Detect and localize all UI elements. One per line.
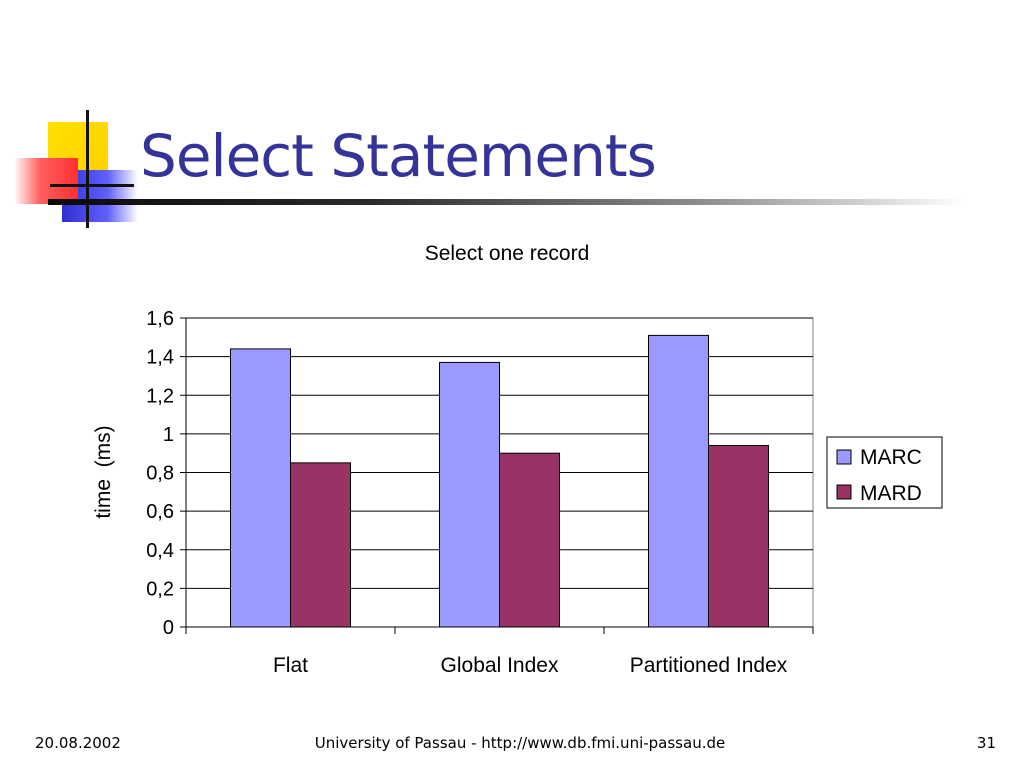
y-tick-label: 0,6 (146, 501, 174, 523)
bar-mard (708, 444, 769, 628)
footer-date: 20.08.2002 (35, 734, 121, 752)
logo-red-square (14, 158, 78, 204)
y-tick-labels: 0 0,2 0,4 0,6 0,8 1 1,2 1,4 1,6 (146, 308, 174, 639)
y-tick-label: 0,4 (146, 540, 174, 562)
slide-logo (0, 0, 140, 240)
footer-center-text: University of Passau - http://www.db.fmi… (314, 734, 726, 752)
y-tick-label: 0,8 (146, 463, 174, 485)
y-axis-label: time (ms) (92, 425, 115, 518)
x-tick-label: Flat (273, 654, 308, 677)
logo-horizontal-line (50, 184, 134, 187)
x-tick-labels: Flat Global Index Partitioned Index (273, 654, 788, 677)
legend-label-marc: MARC (860, 446, 922, 469)
bars (230, 334, 769, 628)
logo-vertical-line (86, 110, 89, 228)
legend-label-mard: MARD (860, 482, 922, 505)
legend-swatch-mard (836, 484, 852, 500)
y-tick-label: 0 (163, 617, 174, 639)
x-tick-label: Partitioned Index (630, 654, 788, 677)
y-tick-label: 0,2 (146, 578, 174, 600)
axes (180, 317, 814, 634)
bar-marc (230, 348, 291, 628)
legend: MARC MARD (826, 436, 943, 509)
bar-marc (648, 334, 709, 628)
footer-page-number: 31 (976, 734, 996, 752)
x-tick-label: Global Index (441, 654, 559, 677)
page-title: Select Statements (140, 122, 657, 190)
bar-chart: Select one record time (ms) 0 0,2 0,4 0,6 0,… (92, 242, 943, 677)
chart-title: Select one record (425, 242, 590, 265)
bar-marc (439, 361, 500, 628)
bar-mard (499, 452, 560, 628)
bar-mard (290, 462, 351, 628)
y-tick-label: 1 (163, 424, 174, 446)
y-tick-label: 1,2 (146, 385, 174, 407)
legend-swatch-marc (836, 449, 852, 465)
y-tick-label: 1,6 (146, 308, 174, 330)
y-tick-label: 1,4 (146, 347, 174, 369)
title-divider (48, 199, 968, 205)
